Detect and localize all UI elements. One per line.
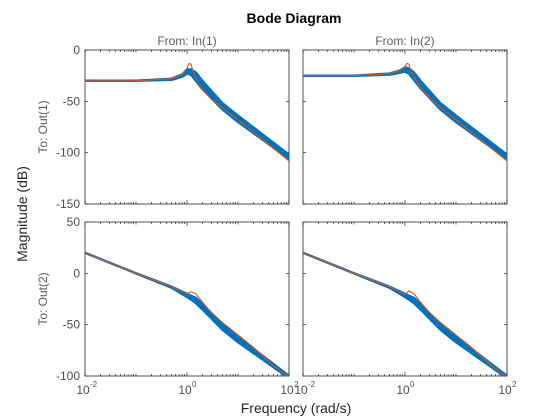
x-tick-label: 10 <box>178 383 192 397</box>
x-tick-exponent: 2 <box>294 380 299 389</box>
samples-band <box>303 251 507 376</box>
row-label: To: Out(2) <box>36 272 50 325</box>
y-tick-label: -100 <box>56 146 80 160</box>
panel-plot-area <box>85 251 289 376</box>
nominal-line <box>85 62 289 162</box>
x-tick-exponent: -2 <box>308 380 316 389</box>
y-tick-label: 0 <box>73 43 80 57</box>
nominal-line <box>303 252 507 376</box>
panels-group: From: In(1) From: In(2) To: Out(1) To: Out(… <box>36 34 517 397</box>
panel: 10 -2 10 0 10 2 <box>294 221 517 397</box>
x-tick-exponent: 0 <box>192 380 197 389</box>
panel <box>302 49 508 205</box>
panel-plot-area <box>85 62 289 162</box>
y-tick-label: -50 <box>63 94 81 108</box>
nominal-line <box>303 62 507 162</box>
y-tick-label: 0 <box>73 266 80 280</box>
x-tick-label: 10 <box>294 383 308 397</box>
x-tick-label: 10 <box>280 383 294 397</box>
x-tick-exponent: 2 <box>512 380 517 389</box>
y-tick-label: -50 <box>63 318 81 332</box>
nominal-line <box>85 252 289 376</box>
x-tick-label: 10 <box>396 383 410 397</box>
panel-plot-area <box>303 62 507 162</box>
row-label: To: Out(1) <box>36 100 50 153</box>
y-tick-label: 50 <box>67 215 81 229</box>
panel-plot-area <box>303 251 507 376</box>
panel-axes-box <box>302 49 508 205</box>
x-tick-exponent: -2 <box>90 380 98 389</box>
column-header: From: In(1) <box>157 34 216 48</box>
column-header: From: In(2) <box>375 34 434 48</box>
panel-axes-box <box>84 49 290 205</box>
x-tick-exponent: 0 <box>410 380 415 389</box>
x-axis-label: Frequency (rad/s) <box>241 400 351 416</box>
x-tick-label: 10 <box>498 383 512 397</box>
x-tick-label: 10 <box>76 383 90 397</box>
panel: 0 -50 -100 -150 <box>56 43 290 211</box>
y-axis-label: Magnitude (dB) <box>14 166 30 262</box>
chart-title: Bode Diagram <box>247 10 342 26</box>
y-tick-label: -100 <box>56 369 80 383</box>
y-tick-label: -150 <box>56 197 80 211</box>
